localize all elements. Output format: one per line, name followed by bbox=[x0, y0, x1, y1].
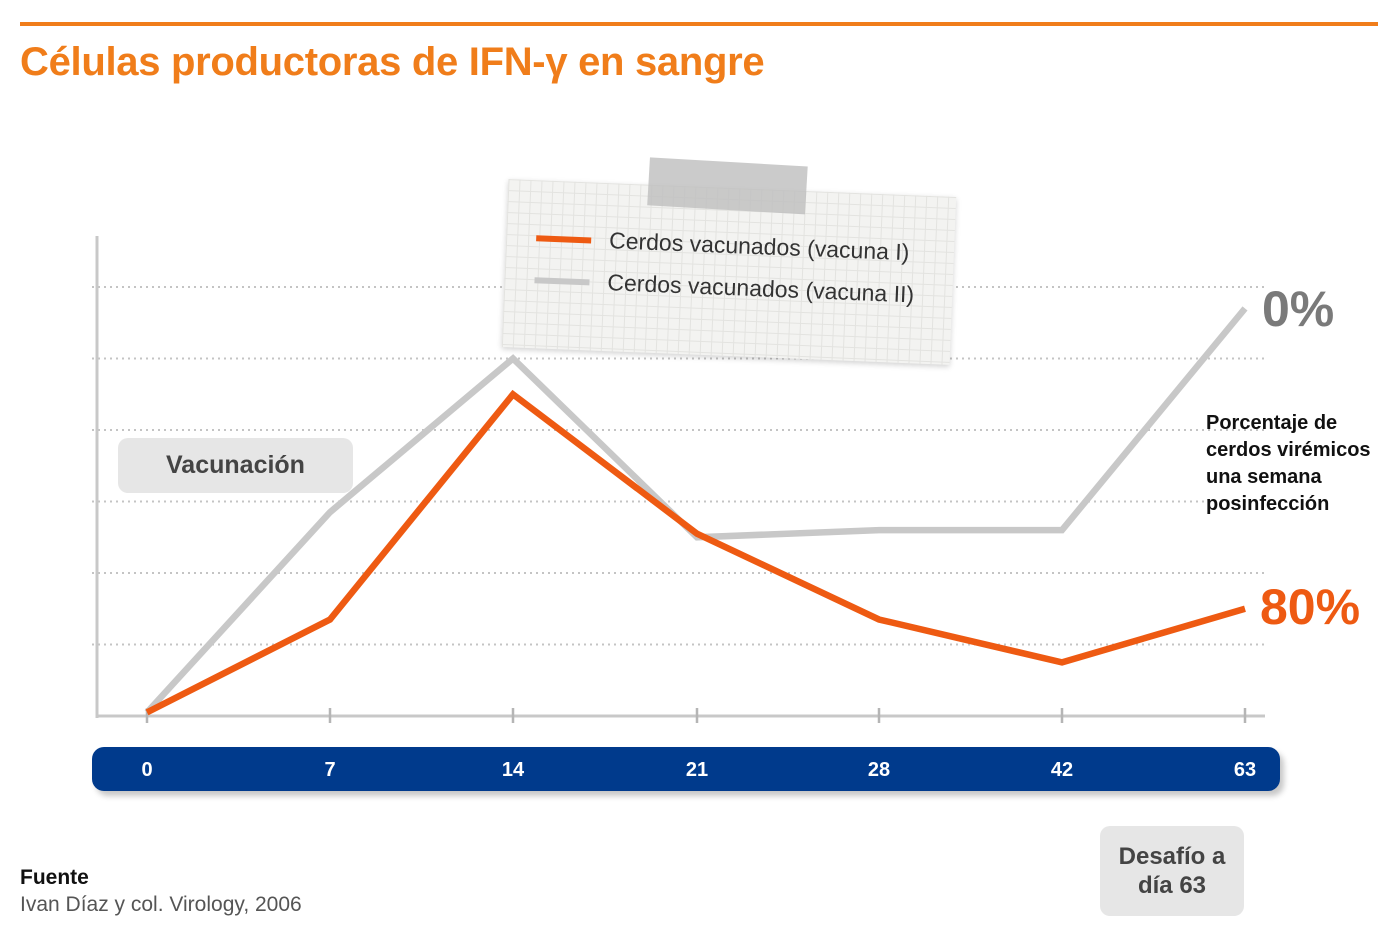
x-axis-bar bbox=[92, 747, 1280, 791]
viremic-note-line: una semana bbox=[1206, 466, 1322, 488]
challenge-label: Desafío a día 63 bbox=[1100, 826, 1244, 916]
x-tick-label: 14 bbox=[502, 759, 525, 781]
viremic-note-line: Porcentaje de bbox=[1206, 412, 1338, 434]
viremic-note-line: posinfección bbox=[1206, 493, 1330, 515]
x-tick-label: 42 bbox=[1051, 759, 1073, 781]
x-tick-label: 28 bbox=[868, 759, 890, 781]
x-tick-label: 0 bbox=[141, 759, 152, 781]
viremic-note: Porcentaje de cerdos virémicos una seman… bbox=[1206, 410, 1391, 518]
source-citation: Ivan Díaz y col. Virology, 2006 bbox=[20, 893, 302, 916]
x-tick-label: 7 bbox=[324, 759, 335, 781]
viremic-note-line: cerdos virémicos bbox=[1206, 439, 1371, 461]
challenge-line: día 63 bbox=[1137, 872, 1207, 899]
pct-vaccine-2: 0% bbox=[1262, 281, 1335, 337]
page-title: Células productoras de IFN-γ en sangre bbox=[20, 40, 765, 84]
challenge-line: Desafío a bbox=[1118, 843, 1226, 870]
vaccination-label: Vacunación bbox=[118, 438, 353, 493]
top-rule bbox=[20, 22, 1378, 26]
x-tick-label: 21 bbox=[686, 759, 708, 781]
series-line-vaccine-1 bbox=[145, 389, 1246, 716]
x-tick-label: 63 bbox=[1234, 759, 1256, 781]
series-line-vaccine-2 bbox=[144, 306, 1248, 715]
pct-vaccine-1: 80% bbox=[1260, 579, 1361, 635]
source-heading: Fuente bbox=[20, 866, 89, 889]
